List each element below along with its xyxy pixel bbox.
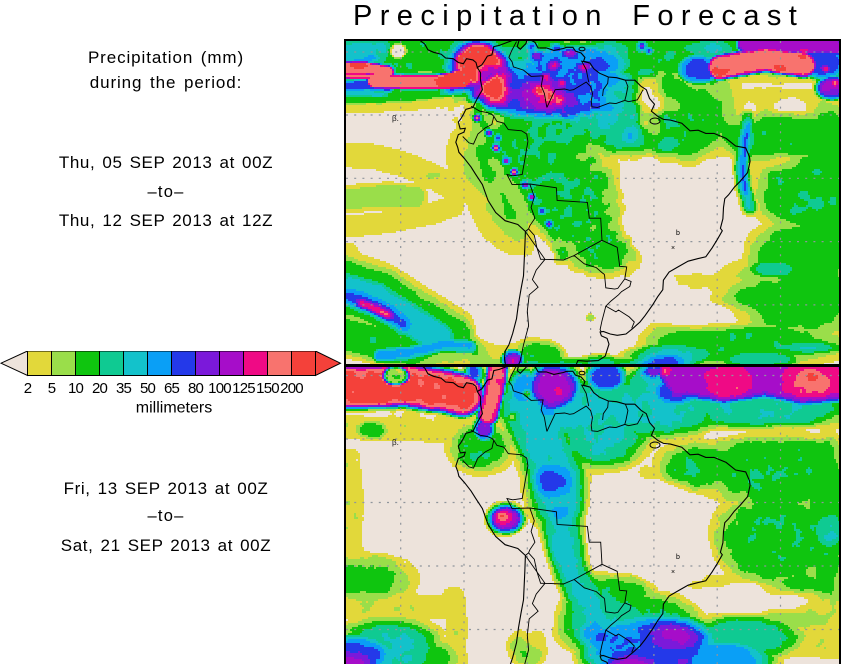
svg-text:200: 200 xyxy=(280,380,303,397)
svg-text:×: × xyxy=(671,569,675,576)
svg-text:5: 5 xyxy=(48,380,56,397)
svg-text:150: 150 xyxy=(256,380,279,397)
svg-text:35: 35 xyxy=(116,380,132,397)
svg-text:125: 125 xyxy=(232,380,255,397)
svg-text:50: 50 xyxy=(140,380,156,397)
svg-text:80: 80 xyxy=(188,380,204,397)
svg-text:20: 20 xyxy=(92,380,108,397)
svg-text:millimeters: millimeters xyxy=(136,399,212,416)
svg-text:b: b xyxy=(676,554,680,561)
svg-text:β.: β. xyxy=(392,438,399,447)
svg-text:b: b xyxy=(676,230,680,237)
svg-text:65: 65 xyxy=(164,380,180,397)
svg-text:100: 100 xyxy=(208,380,231,397)
svg-text:2: 2 xyxy=(24,380,32,397)
svg-text:×: × xyxy=(671,245,675,252)
svg-text:β.: β. xyxy=(392,114,399,123)
svg-text:10: 10 xyxy=(68,380,84,397)
